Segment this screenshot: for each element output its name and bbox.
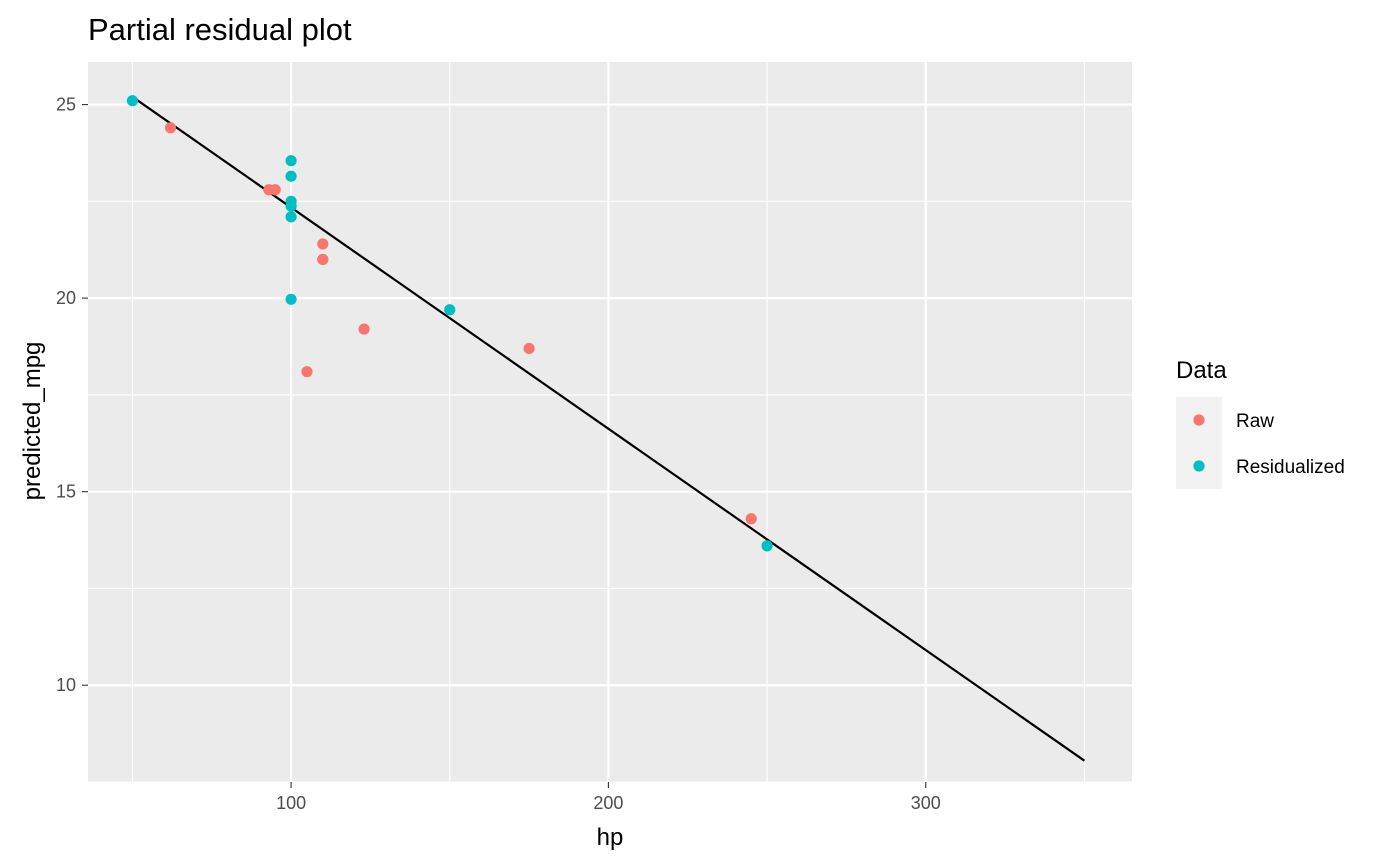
y-axis-title: predicted_mpg xyxy=(19,342,46,501)
point-raw xyxy=(317,253,329,266)
y-tick-label: 20 xyxy=(56,288,76,308)
x-tick-label: 300 xyxy=(911,793,941,813)
y-tick-label: 25 xyxy=(56,95,76,115)
legend-label-residualized: Residualized xyxy=(1236,457,1345,478)
point-residualized xyxy=(285,200,297,212)
point-residualized xyxy=(761,540,773,552)
point-residualized xyxy=(444,304,456,316)
chart-title: Partial residual plot xyxy=(88,12,352,47)
legend-label-raw: Raw xyxy=(1236,411,1274,432)
point-residualized xyxy=(285,293,297,305)
point-raw xyxy=(358,323,370,335)
point-residualized xyxy=(285,155,297,167)
legend-title: Data xyxy=(1176,357,1227,384)
legend-key-raw xyxy=(1193,414,1205,426)
y-axis: 10 15 20 25 xyxy=(56,95,88,695)
point-raw xyxy=(745,513,757,525)
legend-key-residualized xyxy=(1193,460,1205,472)
x-tick-label: 100 xyxy=(276,793,306,813)
x-tick-label: 200 xyxy=(593,793,623,813)
point-raw xyxy=(317,238,329,250)
point-residualized xyxy=(126,95,139,107)
point-residualized xyxy=(285,170,297,182)
point-raw xyxy=(269,184,281,196)
points-layer xyxy=(126,95,773,552)
y-tick-label: 10 xyxy=(56,675,76,695)
point-residualized xyxy=(285,211,297,223)
legend: Data Raw Residualized xyxy=(1176,357,1345,489)
y-tick-label: 15 xyxy=(56,482,76,502)
x-axis-title: hp xyxy=(597,824,624,851)
minor-gridlines xyxy=(88,62,1132,783)
x-axis: 100 200 300 xyxy=(276,782,941,813)
point-raw xyxy=(523,342,535,355)
major-gridlines xyxy=(88,62,1132,782)
legend-keys-background xyxy=(1176,397,1222,489)
point-raw xyxy=(301,366,313,378)
point-raw xyxy=(164,122,177,134)
plot-panel xyxy=(88,62,1132,782)
